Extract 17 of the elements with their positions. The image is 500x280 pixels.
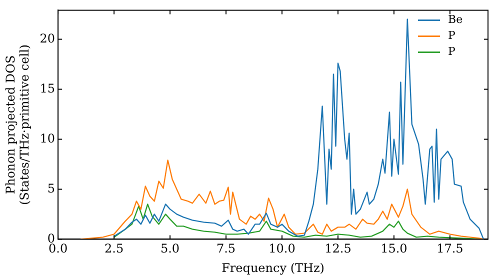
x-tick-label: 17.5 — [436, 242, 464, 256]
y-tick-label: 15 — [40, 81, 56, 96]
x-tick-label: 12.5 — [324, 242, 352, 256]
x-tick-label: 5.0 — [160, 242, 180, 256]
x-tick-label: 10.0 — [268, 242, 296, 256]
y-tick-label: 5 — [47, 181, 56, 196]
x-tick-label: 7.5 — [216, 242, 236, 256]
y-axis-title: Phonon projected DOS (States/THz·primitive cell) — [3, 44, 32, 206]
text: Be — [448, 13, 463, 26]
y-tick-label: 20 — [40, 31, 56, 46]
legend-label: P — [448, 29, 456, 42]
x-tick-label: 2.5 — [104, 242, 124, 256]
x-tick-label: 15.0 — [380, 242, 408, 256]
legend-label: P — [448, 45, 456, 58]
y-tick-label: 10 — [40, 131, 56, 146]
x-tick-label: 0.0 — [48, 242, 68, 256]
x-axis-title: Frequency (THz) — [222, 260, 324, 275]
